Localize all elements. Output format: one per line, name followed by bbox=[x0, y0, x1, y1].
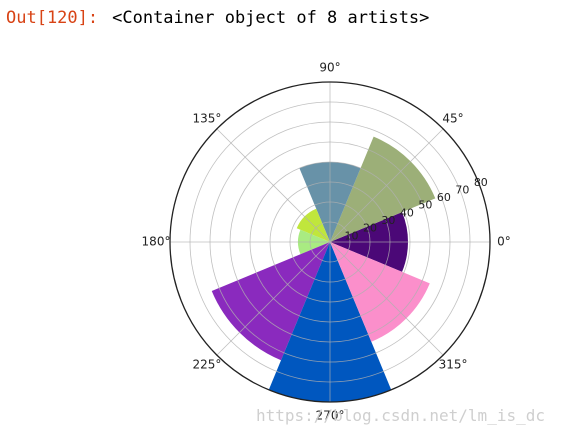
theta-tick-label: 0° bbox=[497, 235, 511, 249]
theta-tick-label: 180° bbox=[142, 235, 171, 249]
theta-tick-label: 225° bbox=[193, 358, 222, 372]
angular-grid-line bbox=[329, 128, 444, 243]
output-line: Out[120]: <Container object of 8 artists> bbox=[6, 6, 429, 30]
r-tick-label: 70 bbox=[455, 183, 469, 196]
r-tick-label: 20 bbox=[363, 222, 377, 235]
grid-layer bbox=[169, 81, 491, 403]
r-tick-label: 40 bbox=[400, 206, 414, 219]
angular-grid-line bbox=[329, 241, 444, 356]
labels-layer: 10 20 30 40 50 60 70 80 0° 45° 90° 135° 180° 225° 270°… bbox=[142, 61, 511, 423]
r-tick-label: 60 bbox=[437, 191, 451, 204]
theta-tick-label: 315° bbox=[439, 358, 468, 372]
r-tick-label: 30 bbox=[381, 214, 395, 227]
theta-tick-label: 45° bbox=[442, 111, 463, 125]
polar-spine bbox=[169, 81, 491, 403]
watermark: https://blog.csdn.net/lm_is_dc bbox=[256, 406, 545, 425]
r-tick-label: 10 bbox=[344, 229, 358, 242]
out-prompt: Out[120]: bbox=[6, 8, 99, 28]
theta-tick-label: 270° bbox=[316, 409, 345, 423]
r-tick-label: 50 bbox=[418, 199, 432, 212]
theta-tick-label: 90° bbox=[319, 61, 340, 75]
output-text: <Container object of 8 artists> bbox=[112, 8, 430, 28]
angular-grid-line bbox=[216, 128, 331, 243]
angular-grid-line bbox=[216, 241, 331, 356]
r-tick-label: 80 bbox=[474, 176, 488, 189]
theta-tick-label: 135° bbox=[193, 111, 222, 125]
